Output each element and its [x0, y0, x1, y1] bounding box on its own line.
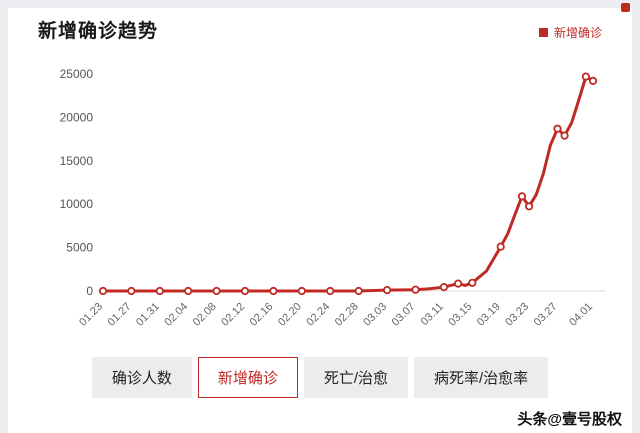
data-point-marker: [496, 242, 505, 251]
data-point-marker: [411, 285, 420, 294]
x-axis-tick-label: 03.23: [503, 301, 531, 329]
series-line: [101, 75, 595, 293]
data-point-marker: [98, 286, 108, 296]
x-axis-tick-label: 03.11: [419, 301, 446, 328]
tab-item[interactable]: 新增确诊: [197, 357, 298, 398]
tab-item[interactable]: 确诊人数: [91, 357, 192, 398]
data-point-marker: [453, 279, 463, 288]
y-axis-tick-label: 25000: [60, 67, 94, 81]
x-axis-tick-label: 03.03: [361, 301, 389, 329]
x-axis-tick-label: 03.19: [475, 301, 503, 329]
x-axis-tick-label: 02.20: [276, 301, 304, 329]
chart-card: 新增确诊趋势 新增确诊 0 5000 10000 15000 20000 25000 01.…: [8, 8, 632, 433]
data-point-marker: [240, 286, 250, 296]
y-axis-tick-label: 0: [86, 284, 93, 298]
data-point-marker: [588, 76, 598, 86]
data-point-marker: [184, 286, 193, 296]
data-point-marker: [155, 286, 164, 296]
y-axis-tick-label: 20000: [60, 110, 94, 124]
data-point-marker: [524, 202, 534, 211]
x-axis-tick-label: 03.07: [390, 301, 418, 329]
legend-label: 新增确诊: [553, 26, 602, 40]
tab-item[interactable]: 死亡/治愈: [303, 357, 409, 398]
data-point-marker: [326, 286, 335, 296]
legend: 新增确诊: [538, 24, 602, 41]
data-point-marker: [297, 286, 306, 296]
data-point-marker: [581, 72, 591, 81]
x-axis-tick-label: 01.23: [77, 301, 105, 329]
data-point-marker: [127, 286, 136, 296]
data-point-marker: [354, 286, 363, 296]
x-axis-tick-label: 02.28: [333, 301, 361, 329]
x-axis-tick-label: 02.24: [304, 301, 332, 329]
x-axis-tick-label: 01.31: [134, 301, 162, 329]
page-title: 新增确诊趋势: [38, 21, 159, 42]
x-axis-tick-label: 01.27: [106, 301, 134, 329]
data-point-marker: [553, 124, 562, 133]
data-point-marker: [269, 286, 278, 296]
corner-logo-icon: [621, 3, 630, 12]
x-axis-tick-label: 02.04: [162, 301, 190, 329]
data-point-marker: [212, 286, 221, 296]
data-point-marker: [439, 283, 448, 292]
data-point-marker: [468, 278, 477, 287]
y-axis-tick-label: 10000: [60, 197, 94, 211]
tab-bar: 确诊人数 新增确诊 死亡/治愈 病死率/治愈率: [8, 357, 632, 398]
data-point-marker: [517, 192, 527, 201]
x-axis-tick-label: 02.16: [248, 301, 276, 329]
y-axis-tick-label: 15000: [60, 154, 94, 168]
x-axis-tick-label: 03.27: [532, 301, 560, 329]
tab-item[interactable]: 病死率/治愈率: [414, 357, 549, 398]
data-point-marker: [560, 131, 569, 140]
x-axis-tick-label: 02.12: [219, 301, 247, 329]
y-axis-tick-label: 5000: [66, 241, 93, 255]
legend-swatch-icon: [538, 28, 548, 37]
x-axis-tick-label: 03.15: [446, 301, 474, 329]
x-axis-tick-label: 04.01: [567, 301, 595, 329]
data-point-marker: [382, 286, 392, 295]
watermark: 头条@壹号股权: [517, 411, 622, 428]
trend-chart-svg: 0 5000 10000 15000 20000 25000 01.23 01.27 01.31…: [60, 67, 605, 329]
x-axis-tick-label: 02.08: [191, 301, 219, 329]
